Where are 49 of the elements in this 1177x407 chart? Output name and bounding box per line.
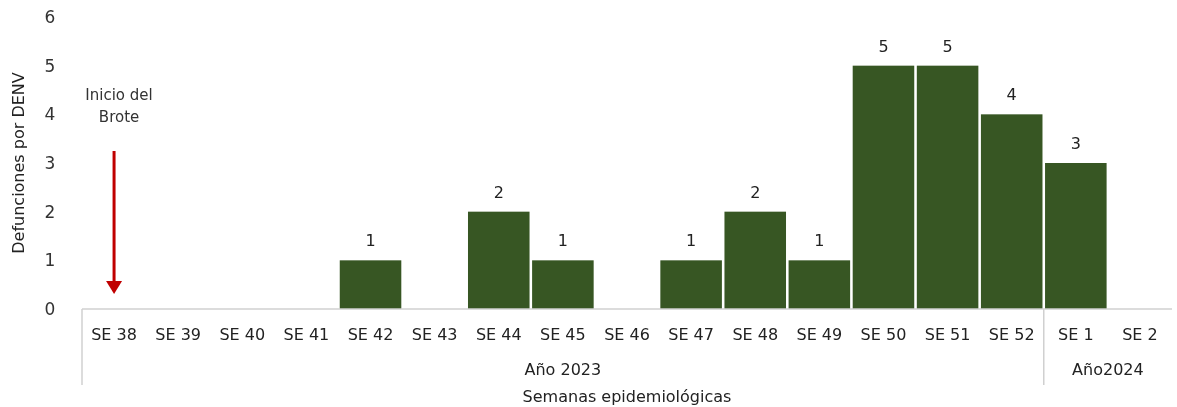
x-tick-label: SE 47 [668, 324, 714, 344]
x-tick-label: SE 50 [860, 324, 907, 344]
x-tick-label: SE 39 [155, 324, 202, 344]
x-tick-label: SE 2 [1122, 324, 1158, 344]
x-tick-label: SE 49 [796, 324, 843, 344]
bar [1045, 163, 1107, 309]
data-label: 3 [1070, 134, 1081, 153]
y-tick-label: 3 [44, 152, 56, 173]
bar [916, 65, 979, 309]
x-tick-label: SE 45 [540, 324, 586, 344]
x-axis-title: Semanas epidemiológicas [522, 387, 732, 406]
bar [852, 65, 915, 309]
data-label: 1 [814, 231, 825, 251]
x-tick-label: SE 43 [411, 324, 458, 344]
data-label: 2 [493, 182, 504, 202]
y-axis-title: Defunciones por DENV [9, 72, 28, 254]
x-tick-label: SE 38 [91, 324, 137, 344]
y-tick-label: 2 [44, 201, 56, 222]
text: Año 2023 [524, 360, 602, 379]
data-label: 5 [942, 36, 953, 56]
bar [660, 260, 722, 309]
data-label: 1 [686, 231, 697, 251]
bar [724, 211, 787, 309]
x-tick-label: SE 52 [988, 324, 1035, 344]
bar [788, 260, 851, 309]
bar [980, 114, 1043, 309]
x-tick-label: SE 48 [732, 324, 779, 344]
data-label: 1 [365, 231, 376, 251]
data-label: 2 [750, 182, 761, 202]
y-tick-label: 4 [44, 104, 56, 125]
y-tick-label: 6 [44, 6, 56, 27]
data-label: 1 [557, 231, 568, 251]
annotation: Inicio del Brote [85, 86, 153, 126]
bar [467, 211, 530, 309]
y-tick-label: 1 [44, 250, 56, 271]
x-tick-label: SE 42 [347, 324, 394, 344]
data-label: 4 [1006, 85, 1017, 105]
x-tick-label: SE 40 [219, 324, 266, 344]
x-tick-label: SE 1 [1058, 324, 1094, 344]
text: Año2024 [1072, 360, 1144, 379]
x-tick-label: SE 41 [283, 324, 330, 344]
data-label: 5 [878, 36, 889, 56]
bar [532, 260, 594, 309]
bar [339, 260, 402, 309]
y-tick-label: 5 [44, 55, 56, 76]
x-tick-label: SE 44 [475, 324, 522, 344]
y-tick-label: 0 [44, 298, 56, 319]
x-tick-label: SE 46 [604, 324, 650, 344]
x-tick-label: SE 51 [924, 324, 971, 344]
